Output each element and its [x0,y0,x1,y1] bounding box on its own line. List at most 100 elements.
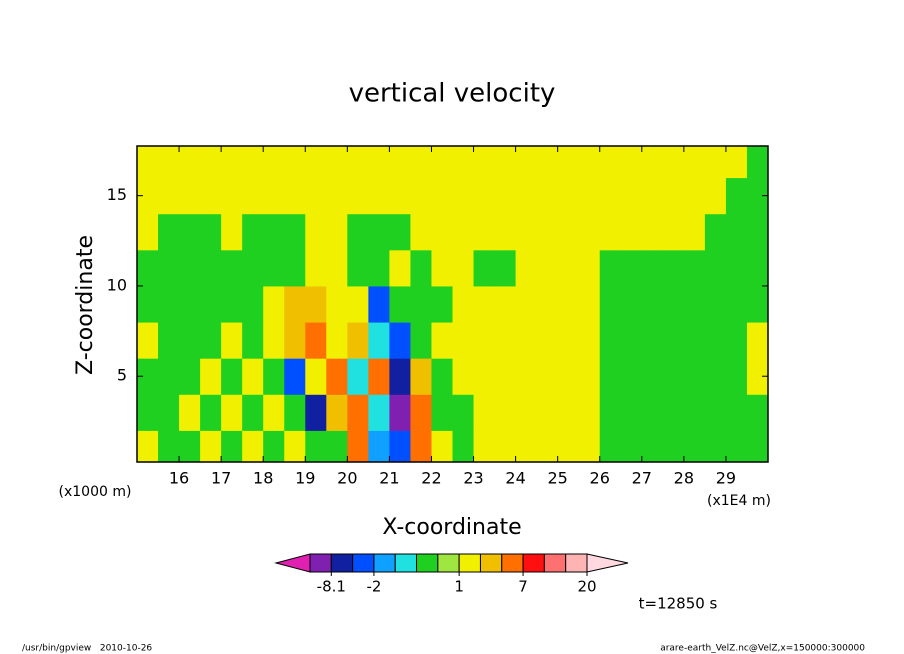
field-cell [326,322,348,359]
colorbar-segment [394,553,418,573]
field-cell [641,285,664,323]
field-cell [263,322,285,359]
field-cell [137,394,159,431]
field-cell [662,213,685,251]
field-cell [557,146,580,179]
field-cell [200,430,222,462]
field-cell [200,249,222,287]
field-cell [746,146,768,179]
colorbar-segment [416,553,439,573]
field-cell [284,394,306,431]
field-cell [158,430,180,462]
field-cell [368,146,390,179]
colorbar-segment [309,553,332,573]
field-cell [746,177,768,215]
field-cell [410,146,432,179]
field-cell [200,358,222,395]
field-cell [557,177,580,215]
field-cell [704,285,727,323]
field-cell [389,394,411,431]
field-cell [263,394,285,431]
field-cell [641,394,664,431]
plot-frame [136,145,769,463]
field-cell [284,285,306,323]
field-cell [263,177,285,215]
x-tick-label: 25 [547,469,567,488]
field-cell [326,213,348,251]
field-cell [494,394,517,431]
field-cell [242,430,264,462]
footer-right: arare-earth_VelZ.nc@VelZ,x=150000:300000 [660,644,865,654]
field-cell [536,394,559,431]
field-cell [725,394,748,431]
field-cell [662,358,685,395]
field-cell [368,213,390,251]
field-cell [557,213,580,251]
field-cell [494,358,517,395]
field-cell [200,394,222,431]
field-cell [620,146,643,179]
x-tick-label: 26 [590,469,610,488]
field-cell [326,430,348,462]
field-cell [704,213,727,251]
field-cell [347,430,369,462]
field-cell [494,249,517,287]
field-cell [368,430,390,462]
field-cell [284,430,306,462]
field-cell [263,213,285,251]
colorbar-label: 7 [518,578,528,596]
colorbar-segment [437,553,460,573]
field-cell [368,177,390,215]
field-cell [242,394,264,431]
x-axis-label: X-coordinate [382,515,521,540]
field-cell [683,285,706,323]
field-cell [536,322,559,359]
field-cell [515,430,538,462]
field-cell [368,322,390,359]
field-cell [410,285,432,323]
field-cell [158,177,180,215]
field-cell [599,285,622,323]
field-cell [473,249,496,287]
colorbar-segment [479,553,503,573]
x-unit: (x1E4 m) [707,493,771,509]
field-cell [452,430,475,462]
field-cell [305,213,327,251]
field-cell [221,285,243,323]
field-cell [515,322,538,359]
colorbar-segment [501,553,524,573]
field-cell [347,358,369,395]
field-cell [410,358,432,395]
time-label: t=12850 s [639,595,718,613]
field-cell [137,249,159,287]
field-cell [137,285,159,323]
colorbar-label: -2 [366,578,381,596]
field-cell [431,430,453,462]
field-cell [452,322,475,359]
field-cell [305,249,327,287]
field-cell [410,394,432,431]
field-cell [221,358,243,395]
field-cell [620,430,643,462]
field-cell [599,146,622,179]
field-cell [242,213,264,251]
field-cell [620,394,643,431]
field-cell [284,213,306,251]
field-cell [536,146,559,179]
field-cell [473,430,496,462]
field-cell [662,249,685,287]
field-cell [494,322,517,359]
field-cell [284,322,306,359]
field-cell [620,358,643,395]
x-tick-label: 20 [337,469,357,488]
field-cell [683,177,706,215]
field-cell [389,322,411,359]
field-cell [557,358,580,395]
field-cell [137,322,159,359]
x-tick-label: 21 [379,469,399,488]
x-tick-label: 29 [716,469,736,488]
field-cell [410,177,432,215]
field-cell [137,177,159,215]
field-cell [326,394,348,431]
field-cell [431,322,453,359]
